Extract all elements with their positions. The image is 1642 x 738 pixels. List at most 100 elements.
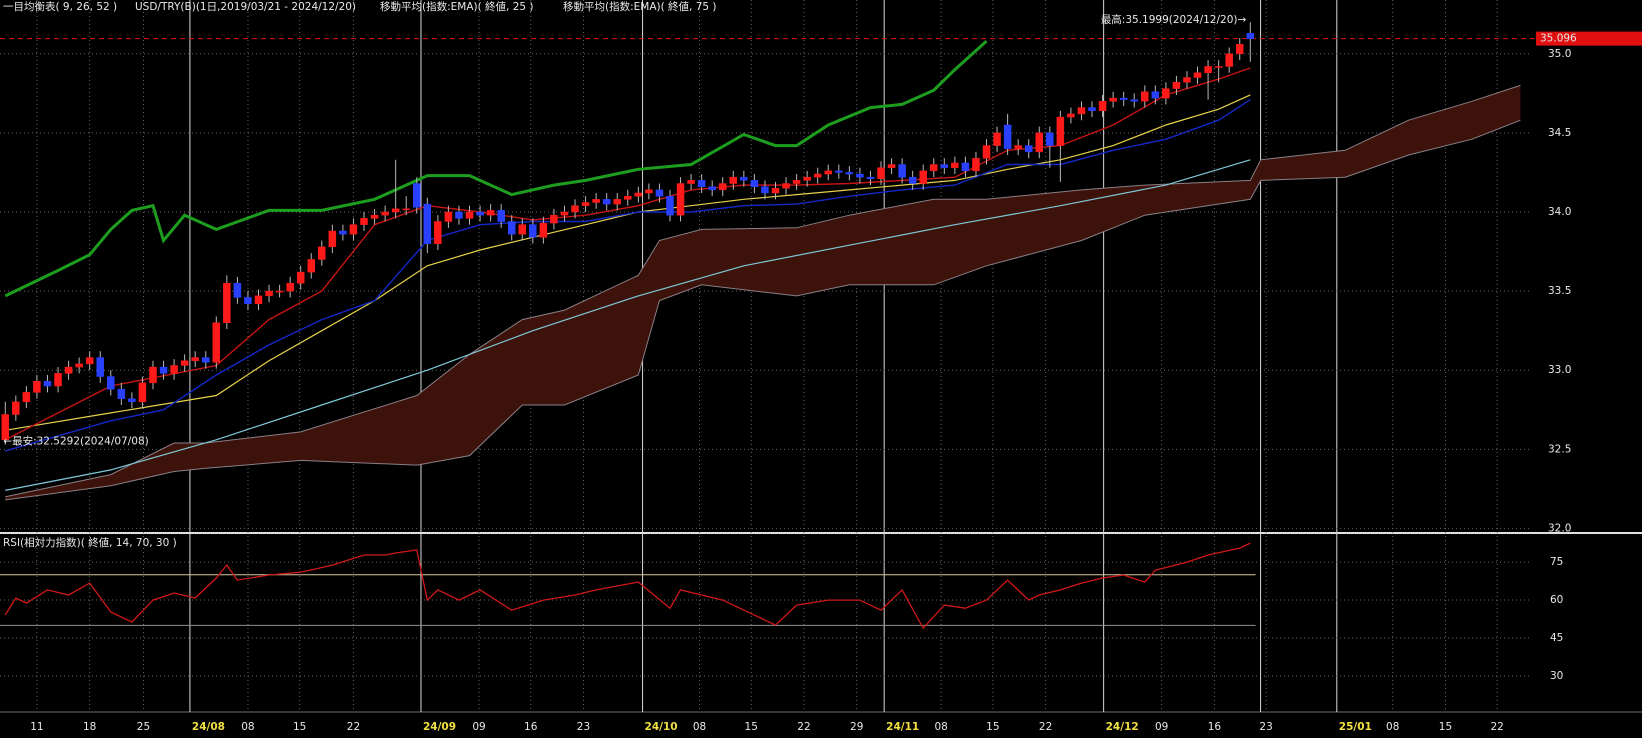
candle-body (455, 211, 463, 219)
x-tick-label: 24/08 (192, 721, 225, 733)
candle-body (602, 199, 611, 205)
candle-body (845, 172, 854, 175)
candle-body (951, 162, 959, 168)
candle-body (265, 290, 273, 297)
candle-body (550, 214, 558, 224)
y-tick-label: 75 (1550, 556, 1563, 568)
candle-body (170, 365, 178, 374)
x-tick-label: 25 (137, 721, 150, 733)
x-tick-label: 08 (241, 721, 254, 733)
indicator-line (5, 159, 1251, 491)
y-tick-label: 33.0 (1548, 364, 1571, 376)
candle-body (1014, 145, 1022, 149)
candle-body (824, 170, 833, 175)
x-tick-label: 08 (693, 721, 706, 733)
candle-body (930, 164, 938, 172)
candle-body (624, 195, 632, 200)
candle-body (940, 164, 949, 168)
candle-body (212, 322, 221, 363)
chart-title: USD/TRY(B)(1日,2019/03/21 - 2024/12/20) (135, 1, 356, 13)
candle-body (761, 186, 769, 194)
candle-body (423, 203, 432, 244)
candle-body (1141, 91, 1149, 102)
candle-body (908, 176, 917, 184)
x-tick-label: 25/01 (1339, 721, 1372, 733)
candle-body (750, 180, 759, 187)
candle-body (286, 282, 294, 292)
candle-body (434, 221, 442, 244)
candle-body (1109, 97, 1117, 102)
candle-body (972, 157, 980, 172)
x-tick-label: 15 (1439, 721, 1452, 733)
candle-body (571, 205, 579, 213)
candle-body (1235, 44, 1244, 55)
y-tick-label: 33.5 (1548, 285, 1571, 297)
candle-body (64, 366, 73, 374)
cloud-fill (5, 85, 1521, 500)
x-tick-label: 22 (1490, 721, 1503, 733)
candle-body (792, 180, 801, 184)
candle-body (1098, 101, 1107, 111)
candle-body (244, 297, 252, 305)
y-tick-label: 35.0 (1548, 48, 1571, 60)
x-tick-label: 11 (30, 721, 43, 733)
x-tick-label: 16 (524, 721, 538, 733)
y-tick-label: 34.5 (1548, 127, 1571, 139)
candle-body (1214, 66, 1223, 68)
chart-title: 移動平均(指数:EMA)( 終値, 75 ) (563, 0, 717, 13)
candle-body (518, 224, 527, 235)
y-tick-label: 60 (1550, 594, 1563, 606)
indicator-line (5, 94, 1251, 431)
chart-title: 一目均衡表( 9, 26, 52 ) (3, 0, 117, 13)
candle-body (782, 183, 790, 189)
x-tick-label: 18 (83, 721, 96, 733)
annotation: 最高:35.1999(2024/12/20)→ (1101, 13, 1247, 26)
candle-body (12, 401, 20, 415)
candle-body (655, 189, 664, 197)
rsi-title: RSI(相対力指数)( 終値, 14, 70, 30 ) (3, 536, 177, 549)
indicator-line (4, 39, 988, 298)
candle-body (476, 211, 484, 216)
candle-body (307, 259, 316, 273)
candle-body (1204, 66, 1212, 74)
candle-body (529, 224, 537, 238)
candle-body (22, 392, 31, 403)
x-tick-label: 29 (850, 721, 863, 733)
candle-body (149, 366, 157, 384)
candle-body (560, 211, 569, 216)
candle-body (718, 183, 727, 191)
x-tick-label: 15 (293, 721, 306, 733)
y-tick-label: 34.0 (1548, 206, 1571, 218)
x-tick-label: 22 (797, 721, 810, 733)
candle-body (296, 271, 305, 284)
candle-body (613, 199, 621, 205)
candle-body (634, 192, 643, 197)
y-tick-label: 30 (1550, 670, 1563, 682)
candle-body (982, 145, 991, 159)
last-price-box (1536, 31, 1642, 46)
candle-body (402, 208, 410, 211)
candle-body (697, 180, 706, 187)
x-tick-label: 09 (472, 721, 485, 733)
candle-body (740, 176, 748, 181)
candle-body (54, 373, 62, 387)
candle-body (349, 224, 358, 235)
candle-body (43, 381, 52, 387)
candle-body (486, 210, 495, 216)
cloud-edge (5, 119, 1521, 501)
candle-body (370, 214, 379, 219)
candle-body (1, 414, 10, 441)
x-tick-label: 09 (1155, 721, 1168, 733)
candle-body (1183, 77, 1191, 83)
candle-body (391, 208, 400, 213)
candle-body (223, 282, 231, 323)
x-tick-label: 15 (745, 721, 758, 733)
x-tick-label: 24/11 (886, 721, 919, 733)
candle-body (138, 382, 147, 403)
candle-body (465, 211, 474, 219)
x-tick-label: 15 (986, 721, 999, 733)
candle-body (128, 398, 136, 403)
candle-body (1225, 53, 1233, 67)
